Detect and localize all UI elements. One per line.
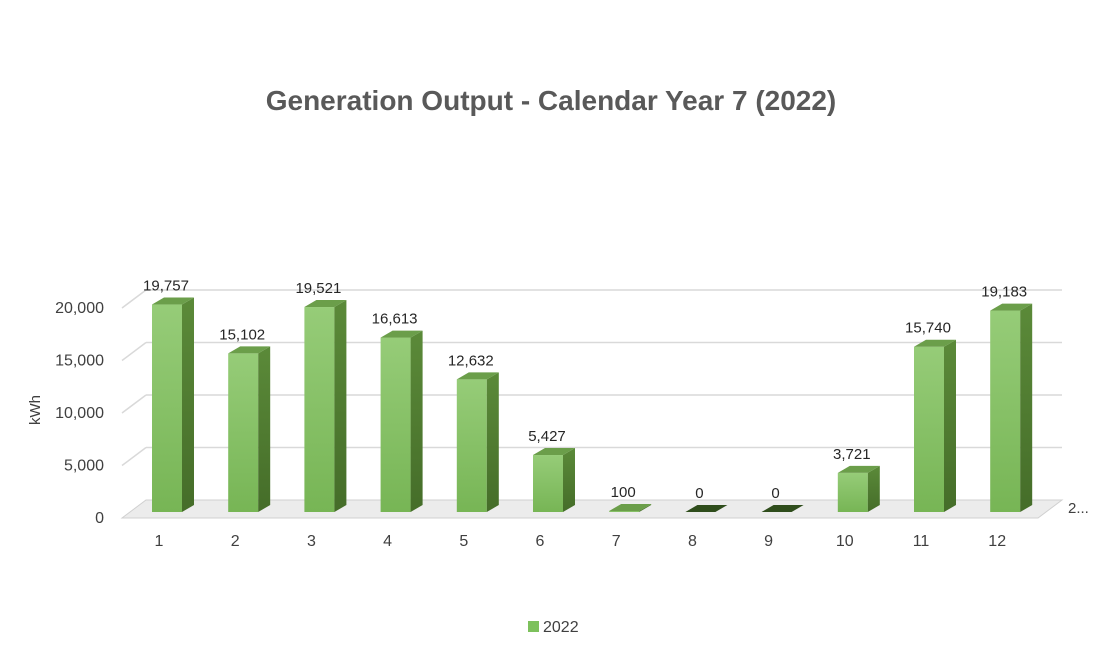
gridline-left-edge — [121, 341, 147, 362]
x-tick-label: 6 — [536, 533, 545, 550]
data-label: 0 — [771, 485, 779, 502]
bar-front — [380, 337, 411, 512]
bar — [228, 346, 271, 512]
y-tick-label: 5,000 — [64, 458, 104, 475]
y-axis-ticks: 0 5,000 10,000 15,000 20,000 — [55, 300, 104, 527]
data-label: 15,102 — [219, 326, 265, 343]
bar-side — [563, 448, 575, 512]
bar-top — [456, 372, 499, 380]
bar-side — [486, 372, 499, 512]
bar-top — [228, 346, 271, 354]
gridline-left-edge — [121, 446, 147, 467]
data-label: 19,183 — [981, 284, 1027, 301]
legend-swatch — [528, 621, 539, 632]
bar-side — [182, 297, 194, 512]
bar-front — [533, 455, 563, 512]
data-label: 5,427 — [528, 428, 566, 445]
y-tick-label: 15,000 — [55, 353, 104, 370]
x-tick-label: 10 — [836, 533, 854, 550]
gridline-left-edge — [121, 289, 147, 309]
bar — [152, 297, 194, 512]
data-label: 19,521 — [295, 280, 341, 297]
bar-side — [334, 300, 347, 512]
bar-front — [456, 379, 487, 512]
data-labels: 19,757 15,102 19,521 16,613 12,632 5,427 100 0 0… — [143, 278, 1027, 502]
bar-front — [228, 353, 259, 512]
x-tick-label: 7 — [612, 533, 621, 550]
x-tick-label: 3 — [307, 533, 316, 550]
bar — [914, 339, 956, 512]
bars — [152, 297, 1033, 512]
y-tick-label: 20,000 — [55, 300, 104, 317]
data-label: 19,757 — [143, 278, 189, 295]
bar — [837, 465, 880, 512]
bar-side — [639, 503, 652, 512]
bar-front — [152, 304, 182, 512]
bar-top — [837, 465, 880, 473]
bar-front — [990, 310, 1021, 512]
bar-top — [533, 448, 575, 456]
bar-side — [867, 465, 880, 512]
bar — [761, 505, 804, 512]
x-axis-ticks: 1 2 3 4 5 6 7 8 9 10 11 12 — [155, 533, 1007, 550]
x-tick-label: 2 — [231, 533, 240, 550]
bar — [609, 503, 652, 512]
y-axis-label: kWh — [27, 395, 44, 425]
x-tick-label: 5 — [459, 533, 468, 550]
x-tick-label: 12 — [988, 533, 1006, 550]
bar — [304, 300, 347, 512]
data-label: 12,632 — [448, 352, 494, 369]
floor-plane — [120, 499, 1064, 519]
bar — [456, 372, 499, 512]
bar-front — [837, 472, 868, 512]
bar-side — [410, 330, 423, 512]
legend: 2022 — [528, 619, 579, 636]
bar-top — [990, 303, 1033, 311]
bar-top — [685, 505, 728, 512]
bar-side — [944, 339, 956, 512]
bar-top — [761, 505, 804, 512]
bar-side — [1020, 303, 1033, 512]
gridline-left-edge — [121, 394, 147, 414]
x-tick-label: 9 — [764, 533, 773, 550]
bar — [685, 505, 728, 512]
data-label: 0 — [695, 485, 703, 502]
x-tick-label: 4 — [383, 533, 392, 550]
data-label: 15,740 — [905, 320, 951, 337]
bar-top — [609, 503, 652, 511]
x-tick-label: 8 — [688, 533, 697, 550]
data-label: 16,613 — [372, 311, 418, 328]
bar — [533, 448, 575, 512]
chart-title: Generation Output - Calendar Year 7 (202… — [266, 85, 837, 116]
x-tick-label: 1 — [155, 533, 164, 550]
gridlines — [121, 289, 1062, 467]
bar — [990, 303, 1033, 512]
chart-floor — [120, 499, 1064, 519]
x-tick-label: 11 — [913, 533, 930, 550]
data-label: 3,721 — [833, 446, 871, 463]
bar-front — [609, 510, 640, 512]
bar-top — [380, 330, 423, 338]
bar-top — [152, 297, 194, 305]
bar-side — [258, 346, 271, 512]
y-tick-label: 0 — [95, 510, 104, 527]
bar-top — [304, 300, 347, 308]
bar-front — [304, 307, 335, 512]
depth-axis-label: 2... — [1068, 500, 1089, 517]
bar-top — [914, 339, 956, 347]
y-tick-label: 10,000 — [55, 405, 104, 422]
bar — [380, 330, 423, 512]
data-label: 100 — [611, 484, 636, 501]
bar-front — [914, 346, 944, 512]
legend-label: 2022 — [543, 619, 579, 636]
